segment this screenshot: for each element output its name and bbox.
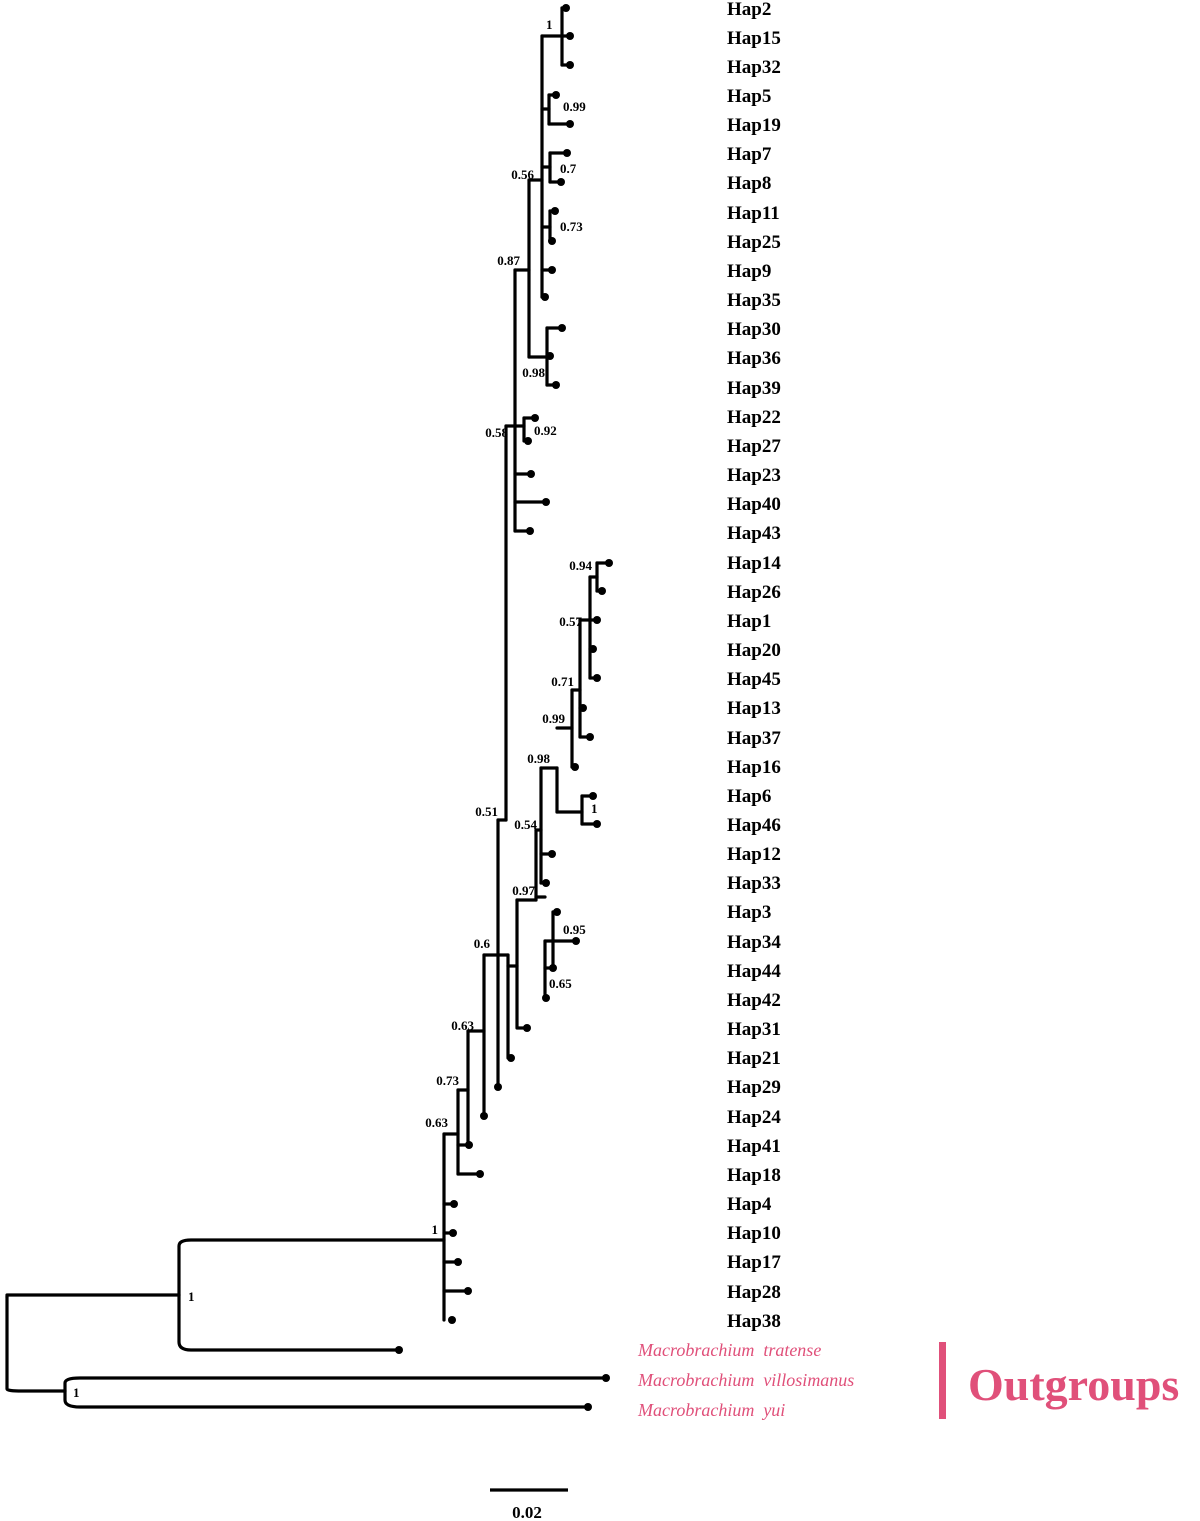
- support-value: 0.63: [451, 1018, 474, 1033]
- tip-label: Hap41: [727, 1136, 781, 1157]
- tip-label: Hap6: [727, 786, 771, 807]
- support-value: 0.99: [563, 99, 586, 114]
- tip-label: Hap23: [727, 465, 781, 486]
- support-value: 1: [188, 1289, 195, 1304]
- tip-label: Hap3: [727, 902, 771, 923]
- tip-label: Hap44: [727, 961, 781, 982]
- support-value: 1: [73, 1385, 80, 1400]
- support-values: 1 0.99 0.7 0.56 0.73 0.87 0.98 0.58 0.92…: [73, 17, 598, 1400]
- tip-label: Hap46: [727, 815, 781, 836]
- support-value: 0.58: [485, 425, 508, 440]
- support-value: 1: [591, 801, 598, 816]
- tip-label: Hap14: [727, 553, 781, 574]
- tip-label: Hap25: [727, 232, 781, 253]
- outgroup-species-label: Macrobrachium tratense: [637, 1340, 821, 1360]
- tip-label: Hap18: [727, 1165, 781, 1186]
- support-value: 0.6: [474, 936, 491, 951]
- support-value: 0.57: [559, 614, 582, 629]
- tip-label: Hap5: [727, 86, 771, 107]
- tip-label: Hap20: [727, 640, 781, 661]
- support-value: 0.51: [475, 804, 498, 819]
- support-value: 0.73: [560, 219, 583, 234]
- tip-markers: [395, 4, 613, 1411]
- support-value: 0.95: [563, 922, 586, 937]
- tip-label: Hap7: [727, 144, 772, 165]
- outgroup-block: Macrobrachium tratense Macrobrachium vil…: [637, 1340, 1179, 1420]
- tip-label: Hap28: [727, 1282, 781, 1303]
- tip-label: Hap32: [727, 57, 781, 78]
- tip-label: Hap10: [727, 1223, 781, 1244]
- tip-label: Hap42: [727, 990, 781, 1011]
- tip-label: Hap29: [727, 1077, 781, 1098]
- tip-label: Hap9: [727, 261, 771, 282]
- tip-label: Hap4: [727, 1194, 772, 1215]
- support-value: 0.73: [436, 1073, 459, 1088]
- support-value: 0.7: [560, 161, 577, 176]
- support-value: 0.71: [551, 674, 574, 689]
- outgroup-bracket-bar: [939, 1342, 946, 1419]
- tip-label: Hap40: [727, 494, 781, 515]
- outgroup-species-label: Macrobrachium yui: [637, 1400, 785, 1420]
- tip-label: Hap43: [727, 523, 781, 544]
- haplotype-labels: Hap2 Hap15 Hap32 Hap5 Hap19 Hap7 Hap8 Ha…: [727, 0, 781, 1332]
- tip-label: Hap45: [727, 669, 781, 690]
- support-value: 0.97: [512, 883, 535, 898]
- tip-label: Hap27: [727, 436, 781, 457]
- support-value: 1: [432, 1222, 439, 1237]
- tip-label: Hap39: [727, 378, 781, 399]
- support-value: 0.94: [569, 558, 592, 573]
- tip-label: Hap24: [727, 1107, 781, 1128]
- outgroup-species-label: Macrobrachium villosimanus: [637, 1370, 854, 1390]
- support-value: 0.92: [534, 423, 557, 438]
- tip-label: Hap16: [727, 757, 781, 778]
- support-value: 0.98: [522, 365, 545, 380]
- tip-label: Hap34: [727, 932, 781, 953]
- tip-label: Hap31: [727, 1019, 781, 1040]
- tip-label: Hap38: [727, 1311, 781, 1332]
- tip-label: Hap26: [727, 582, 781, 603]
- support-value: 0.56: [511, 167, 534, 182]
- scale-bar: 0.02: [490, 1488, 568, 1521]
- tip-label: Hap17: [727, 1252, 781, 1273]
- tip-label: Hap1: [727, 611, 771, 632]
- tip-label: Hap11: [727, 203, 780, 224]
- tip-label: Hap22: [727, 407, 781, 428]
- tip-label: Hap33: [727, 873, 781, 894]
- support-value: 0.99: [542, 711, 565, 726]
- support-value: 0.98: [527, 751, 550, 766]
- support-value: 0.87: [497, 253, 520, 268]
- tip-label: Hap13: [727, 698, 781, 719]
- tip-label: Hap15: [727, 28, 781, 49]
- outgroup-title: Outgroups: [968, 1359, 1179, 1410]
- support-value: 0.54: [514, 817, 537, 832]
- tip-label: Hap36: [727, 348, 781, 369]
- support-value: 1: [546, 17, 553, 32]
- tip-label: Hap19: [727, 115, 781, 136]
- tip-label: Hap37: [727, 728, 781, 749]
- tip-label: Hap35: [727, 290, 781, 311]
- tip-label: Hap21: [727, 1048, 781, 1069]
- tip-label: Hap12: [727, 844, 781, 865]
- tip-label: Hap2: [727, 0, 771, 20]
- support-value: 0.65: [549, 976, 572, 991]
- scale-bar-label: 0.02: [512, 1503, 542, 1521]
- support-value: 0.63: [425, 1115, 448, 1130]
- tip-label: Hap8: [727, 173, 771, 194]
- tip-label: Hap30: [727, 319, 781, 340]
- tree-branches: [5, 6, 611, 1409]
